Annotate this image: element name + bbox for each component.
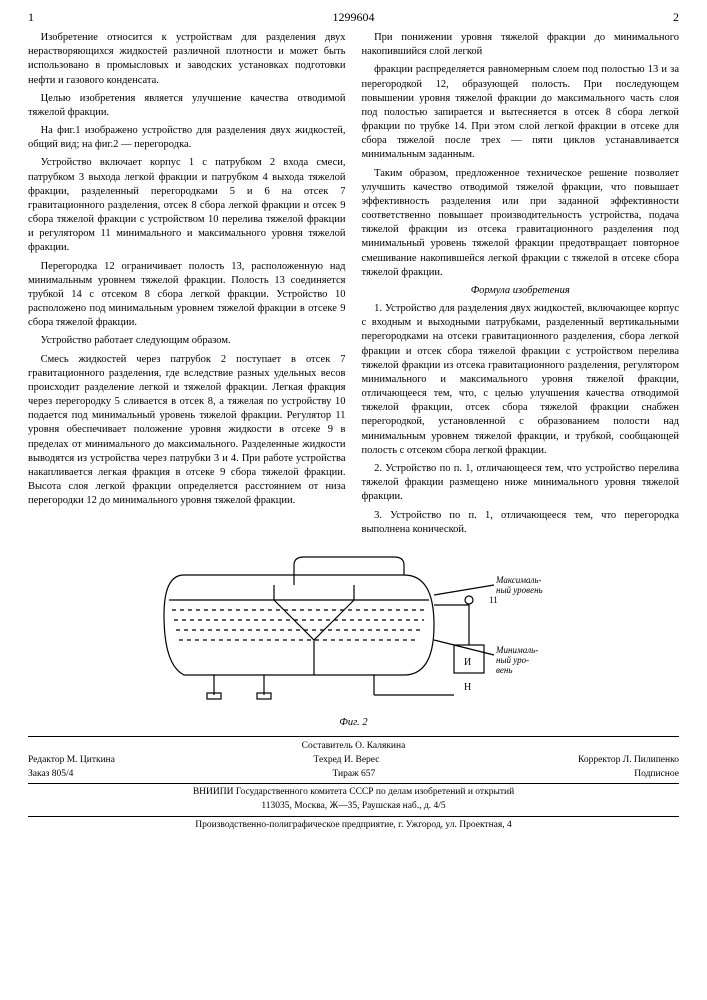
svg-text:H: H xyxy=(464,682,471,693)
svg-text:И: И xyxy=(464,657,471,668)
svg-text:ный уровень: ный уровень xyxy=(496,585,543,595)
editor: Редактор М. Циткина xyxy=(28,755,115,767)
para: Изобретение относится к устройствам для … xyxy=(28,31,346,88)
divider xyxy=(28,816,679,817)
claim: 2. Устройство по п. 1, отличающееся тем,… xyxy=(362,462,680,505)
svg-text:11: 11 xyxy=(489,595,498,605)
para: Устройство работает следующим образом. xyxy=(28,334,346,348)
para: На фиг.1 изображено устройство для разде… xyxy=(28,124,346,152)
para: Смесь жидкостей через патрубок 2 поступа… xyxy=(28,353,346,509)
label-max: Максималь- xyxy=(495,575,542,585)
sub: Подписное xyxy=(634,769,679,781)
claim: 3. Устройство по п. 1, отличающееся тем,… xyxy=(362,509,680,537)
tiraz: Тираж 657 xyxy=(332,769,375,781)
footer: Составитель О. Калякина Редактор М. Цитк… xyxy=(28,736,679,832)
tech: Техред И. Верес xyxy=(314,755,380,767)
para: При понижении уровня тяжелой фракции до … xyxy=(362,31,680,59)
svg-text:ный уро-: ный уро- xyxy=(496,655,529,665)
corrector: Корректор Л. Пилипенко xyxy=(578,755,679,767)
two-column-body: Изобретение относится к устройствам для … xyxy=(28,31,679,537)
compiled-by: Составитель О. Калякина xyxy=(28,741,679,753)
divider xyxy=(28,783,679,784)
figure-caption: Фиг. 2 xyxy=(28,717,679,728)
para: Целью изобретения является улучшение кач… xyxy=(28,92,346,120)
header: 1 1299604 2 xyxy=(28,10,679,25)
print: Производственно-полиграфическое предприя… xyxy=(28,820,679,832)
claim: 1. Устройство для разделения двух жидкос… xyxy=(362,302,680,458)
page: 1 1299604 2 Изобретение относится к устр… xyxy=(0,0,707,1000)
figure-svg: Максималь- ный уровень Минималь- ный уро… xyxy=(144,545,564,715)
para: Перегородка 12 ограничивает полость 13, … xyxy=(28,260,346,331)
addr: 113035, Москва, Ж—35, Раушская наб., д. … xyxy=(28,801,679,813)
svg-text:вень: вень xyxy=(496,665,512,675)
org: ВНИИПИ Государственного комитета СССР по… xyxy=(28,787,679,799)
page-num-right: 2 xyxy=(673,10,679,25)
page-num-left: 1 xyxy=(28,10,34,25)
figure-2: Максималь- ный уровень Минималь- ный уро… xyxy=(28,545,679,728)
formula-title: Формула изобретения xyxy=(362,284,680,298)
label-min: Минималь- xyxy=(495,645,538,655)
para: Таким образом, предложенное техническое … xyxy=(362,167,680,280)
doc-number: 1299604 xyxy=(333,10,375,24)
para: фракции распределяется равномерным слоем… xyxy=(362,63,680,162)
para: Устройство включает корпус 1 с патрубком… xyxy=(28,156,346,255)
order: Заказ 805/4 xyxy=(28,769,73,781)
